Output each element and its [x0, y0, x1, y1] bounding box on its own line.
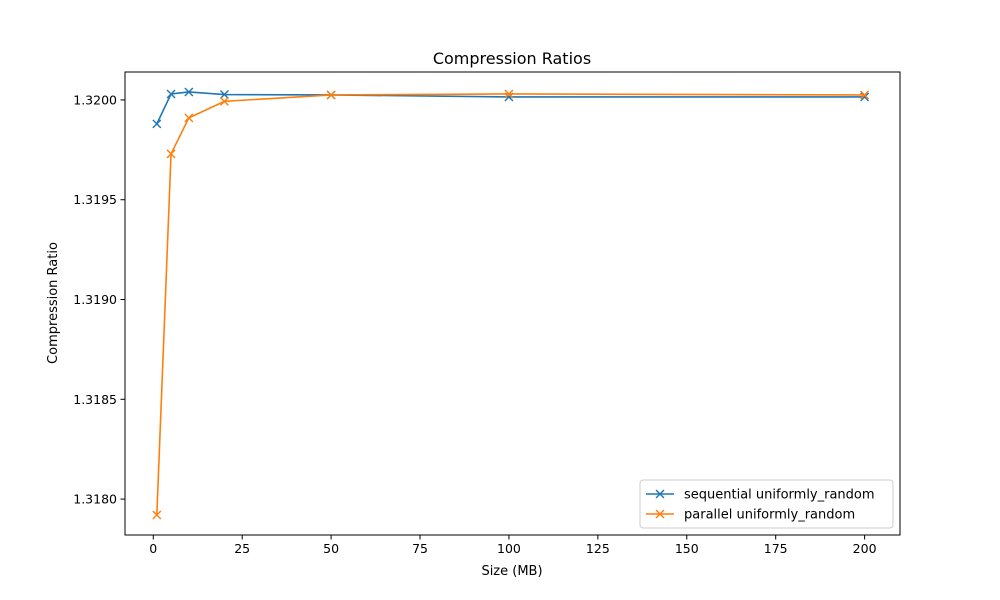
x-tick-label: 0 — [149, 541, 157, 556]
data-point-marker — [219, 90, 229, 100]
y-axis-label: Compression Ratio — [46, 242, 61, 364]
marker-stroke — [860, 90, 870, 100]
legend-entry: parallel uniformly_random — [646, 508, 855, 523]
marker-stroke — [219, 96, 229, 106]
data-point-marker — [219, 96, 229, 106]
marker-stroke — [860, 92, 870, 102]
chart-marks — [152, 87, 870, 520]
marker-stroke — [166, 89, 176, 99]
x-tick-label: 150 — [675, 541, 699, 556]
y-tick-label: 1.3200 — [73, 92, 117, 107]
data-point-marker — [504, 89, 514, 99]
y-tick-label: 1.3190 — [73, 292, 117, 307]
marker-stroke — [166, 149, 176, 159]
plot-area-frame — [124, 71, 901, 536]
x-tick-label: 125 — [586, 541, 610, 556]
marker-stroke — [326, 90, 336, 100]
data-point-marker — [860, 90, 870, 100]
chart-title: Compression Ratios — [433, 49, 591, 68]
x-tick-label: 100 — [497, 541, 521, 556]
data-point-marker — [326, 90, 336, 100]
x-tick-label: 200 — [853, 541, 877, 556]
marker-stroke — [184, 87, 194, 97]
legend-box — [639, 479, 894, 529]
legend: sequential uniformly_random parallel unif… — [639, 479, 894, 529]
marker-stroke — [504, 89, 514, 99]
x-axis: 0 25 50 75 100 125 150 175 200 — [149, 535, 877, 556]
y-tick-label: 1.3185 — [73, 392, 117, 407]
legend-entry: sequential uniformly_random — [646, 488, 875, 503]
x-axis-label: Size (MB) — [481, 564, 542, 579]
x-tick-label: 175 — [764, 541, 788, 556]
data-point-marker — [152, 119, 162, 129]
marker-stroke — [219, 90, 229, 100]
legend-marker-stroke — [655, 509, 665, 519]
marker-stroke — [152, 119, 162, 129]
data-point-marker — [166, 89, 176, 99]
y-axis: 1.3180 1.3185 1.3190 1.3195 1.3200 — [73, 92, 125, 507]
data-point-marker — [152, 510, 162, 520]
marker-stroke — [152, 510, 162, 520]
legend-label: sequential uniformly_random — [684, 488, 875, 503]
data-point-marker — [184, 113, 194, 123]
data-point-marker — [166, 149, 176, 159]
x-tick-label: 50 — [323, 541, 339, 556]
x-tick-label: 25 — [234, 541, 250, 556]
y-tick-label: 1.3180 — [73, 492, 117, 507]
y-tick-label: 1.3195 — [73, 192, 117, 207]
x-tick-label: 75 — [412, 541, 428, 556]
marker-stroke — [184, 113, 194, 123]
legend-label: parallel uniformly_random — [684, 508, 855, 523]
legend-marker-stroke — [655, 489, 665, 499]
data-point-marker — [184, 87, 194, 97]
